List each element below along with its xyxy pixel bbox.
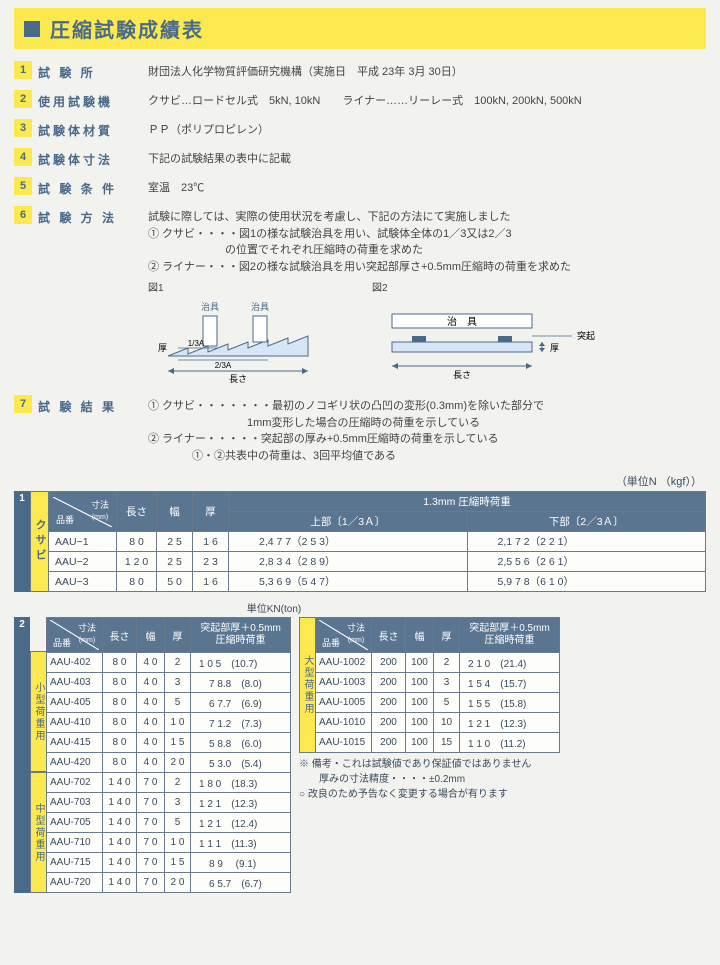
table-row: AAU-7051 4 07 051 2 1 (12.4)	[47, 813, 291, 833]
table-row: AAU−38 05 01 6 5,3 6 9（5 4 7）5,9 7 8（6 1…	[49, 572, 706, 592]
table-row: AAU-4108 04 01 0 7 1.2 (7.3)	[47, 713, 291, 733]
svg-text:厚: 厚	[550, 343, 559, 353]
svg-text:治具: 治具	[201, 301, 219, 312]
meta-row: 1 試 験 所 財団法人化学物質評価研究機構（実施日 平成 23年 3月 30日…	[14, 61, 706, 84]
table-row: AAU-100320010031 5 4 (15.7)	[316, 673, 560, 693]
table-row: AAU-4058 04 05 6 7.7 (6.9)	[47, 693, 291, 713]
table-row: AAU-7101 4 07 01 01 1 1 (11.3)	[47, 833, 291, 853]
svg-text:長さ: 長さ	[229, 374, 247, 384]
figure-1: 図1 治具 治具 長さ 1/3A 2/3A 厚	[148, 281, 348, 386]
table-index: 2	[14, 617, 30, 893]
result-line: ①・②共表中の荷重は、3回平均値である	[148, 448, 706, 465]
table-row: AAU-1010200100101 2 1 (12.3)	[316, 713, 560, 733]
table-2-row: 2 小型荷重用中型荷重用 寸法(mm) 品番 長さ 幅 厚 突起部厚＋0.5mm…	[14, 617, 706, 893]
meta-num: 1	[14, 61, 32, 79]
t2-side-side_mid: 中型荷重用	[30, 772, 46, 893]
note-line: ○ 改良のため予告なく変更する場合が有ります	[299, 787, 706, 802]
table-row: AAU-7031 4 07 031 2 1 (12.3)	[47, 793, 291, 813]
table-row: AAU−21 2 02 52 3 2,8 3 4（2 8 9）2,5 5 6（2…	[49, 552, 706, 572]
result-line: ① クサビ・・・・・・・最初のノコギリ状の凸凹の変形(0.3mm)を除いた部分で	[148, 398, 706, 415]
meta-label: 試験体寸法	[38, 148, 148, 171]
meta-val: ① クサビ・・・・・・・最初のノコギリ状の凸凹の変形(0.3mm)を除いた部分で…	[148, 395, 706, 467]
table-1-side: クサビ	[30, 491, 48, 592]
meta-val: 試験に際しては、実際の使用状況を考慮し、下記の方法にて実施しました ① クサビ・…	[148, 206, 706, 389]
meta-row: 2 使用試験機 クサビ…ロードセル式 5kN, 10kN ライナー……リーレー式…	[14, 90, 706, 113]
result-line: ② ライナー・・・・・突起部の厚み+0.5mm圧縮時の荷重を示している	[148, 431, 706, 448]
table-row: AAU-4038 04 03 7 8.8 (8.0)	[47, 673, 291, 693]
method-line: の位置でそれぞれ圧縮時の荷重を求めた	[148, 242, 706, 259]
meta-label: 試 験 所	[38, 61, 148, 84]
meta-num: 2	[14, 90, 32, 108]
table-row: AAU-7151 4 07 01 5 8 9 (9.1)	[47, 853, 291, 873]
table-index: 1	[14, 491, 30, 592]
method-line: ① クサビ・・・・図1の様な試験治具を用い、試験体全体の1／3又は2／3	[148, 226, 706, 243]
fig1-label: 図1	[148, 281, 348, 296]
meta-row-method: 6 試 験 方 法 試験に際しては、実際の使用状況を考慮し、下記の方法にて実施し…	[14, 206, 706, 389]
meta-num: 7	[14, 395, 32, 413]
note-line: ※ 備考・これは試験値であり保証値ではありません	[299, 757, 706, 772]
title-bar: 圧縮試験成績表	[14, 8, 706, 49]
meta-label: 試験体材質	[38, 119, 148, 142]
unit-note: （単位N （kgf））	[14, 473, 702, 489]
table-row: AAU−18 02 51 6 2,4 7 7（2 5 3）2,1 7 2（2 2…	[49, 532, 706, 552]
note-line: 厚みの寸法精度・・・・±0.2mm	[299, 772, 706, 787]
svg-text:突起: 突起	[577, 330, 595, 341]
meta-num: 3	[14, 119, 32, 137]
meta-row: 4 試験体寸法 下記の試験結果の表中に記載	[14, 148, 706, 171]
meta-num: 5	[14, 177, 32, 195]
meta-label: 使用試験機	[38, 90, 148, 113]
meta-num: 4	[14, 148, 32, 166]
svg-text:長さ: 長さ	[453, 370, 471, 380]
svg-text:治 具: 治 具	[447, 315, 477, 328]
table-row: AAU-100520010051 5 5 (15.8)	[316, 693, 560, 713]
t2-unit: 単位KN(ton)	[174, 600, 374, 615]
result-line: 1mm変形した場合の圧縮時の荷重を示している	[148, 415, 706, 432]
meta-row: 5 試 験 条 件 室温 23℃	[14, 177, 706, 200]
method-line: ② ライナー・・・図2の様な試験治具を用い突起部厚さ+0.5mm圧縮時の荷重を求…	[148, 259, 706, 276]
t2-side-side_small: 小型荷重用	[30, 651, 46, 772]
meta-row-result: 7 試 験 結 果 ① クサビ・・・・・・・最初のノコギリ状の凸凹の変形(0.3…	[14, 395, 706, 467]
table-row: AAU-4158 04 01 5 5 8.8 (6.0)	[47, 733, 291, 753]
t2-side-big: 大型荷重用	[299, 617, 315, 753]
table-row: AAU-100220010022 1 0 (21.4)	[316, 653, 560, 673]
meta-label: 試 験 条 件	[38, 177, 148, 200]
meta-val: クサビ…ロードセル式 5kN, 10kN ライナー……リーレー式 100kN, …	[148, 90, 706, 113]
table-row: AAU-7021 4 07 021 8 0 (18.3)	[47, 773, 291, 793]
title-square-icon	[24, 21, 40, 37]
meta-label: 試 験 方 法	[38, 206, 148, 229]
method-intro: 試験に際しては、実際の使用状況を考慮し、下記の方法にて実施しました	[148, 209, 706, 226]
table-row: AAU-7201 4 07 02 0 6 5.7 (6.7)	[47, 873, 291, 893]
table-row: AAU-4208 04 02 0 5 3.0 (5.4)	[47, 753, 291, 773]
table-row: AAU-1015200100151 1 0 (11.2)	[316, 733, 560, 753]
svg-text:治具: 治具	[251, 301, 269, 312]
fig2-label: 図2	[372, 281, 602, 296]
svg-text:厚: 厚	[158, 343, 167, 353]
svg-text:1/3A: 1/3A	[188, 339, 205, 348]
table-1: 1 クサビ 寸法(mm) 品番 長さ 幅 厚 1.3mm 圧縮時荷重 上部〔1／…	[14, 491, 706, 592]
meta-row: 3 試験体材質 ＰＰ（ポリプロピレン）	[14, 119, 706, 142]
meta-val: ＰＰ（ポリプロピレン）	[148, 119, 706, 142]
page-title: 圧縮試験成績表	[50, 14, 204, 43]
table-row: AAU-4028 04 021 0 5 (10.7)	[47, 653, 291, 673]
figure-2: 図2 治 具 突起 厚 長さ	[372, 281, 602, 386]
meta-num: 6	[14, 206, 32, 224]
svg-text:2/3A: 2/3A	[215, 361, 232, 370]
meta-val: 下記の試験結果の表中に記載	[148, 148, 706, 171]
meta-val: 室温 23℃	[148, 177, 706, 200]
meta-label: 試 験 結 果	[38, 395, 148, 418]
meta-val: 財団法人化学物質評価研究機構（実施日 平成 23年 3月 30日）	[148, 61, 706, 84]
